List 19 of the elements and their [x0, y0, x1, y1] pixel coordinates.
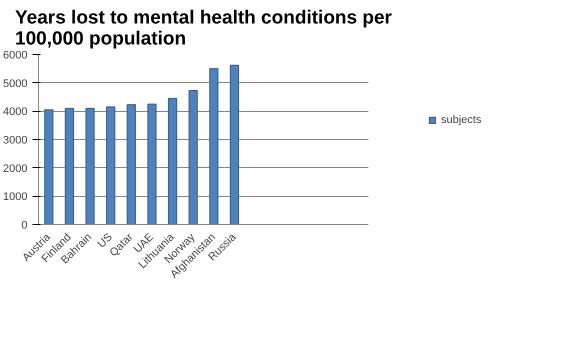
y-tick-label: 1000 [3, 191, 28, 204]
y-tick-label: 5000 [3, 78, 28, 90]
bar [188, 90, 198, 224]
bar [168, 98, 178, 224]
y-tick-label: 3000 [3, 134, 28, 146]
bar [106, 106, 116, 224]
bar [147, 104, 157, 224]
legend-label: subjects [441, 114, 482, 126]
bar [85, 108, 95, 224]
chart-title: Years lost to mental health conditions per 100,000 population [15, 8, 393, 50]
y-tick-label: 0 [21, 220, 28, 232]
bar [64, 108, 74, 224]
bar [44, 109, 54, 224]
y-tick-label: 2000 [3, 162, 28, 175]
bar [209, 68, 218, 224]
y-tick-label: 4000 [3, 106, 28, 118]
bar [126, 104, 136, 224]
bar [230, 64, 240, 224]
y-tick-label: 6000 [3, 50, 28, 62]
